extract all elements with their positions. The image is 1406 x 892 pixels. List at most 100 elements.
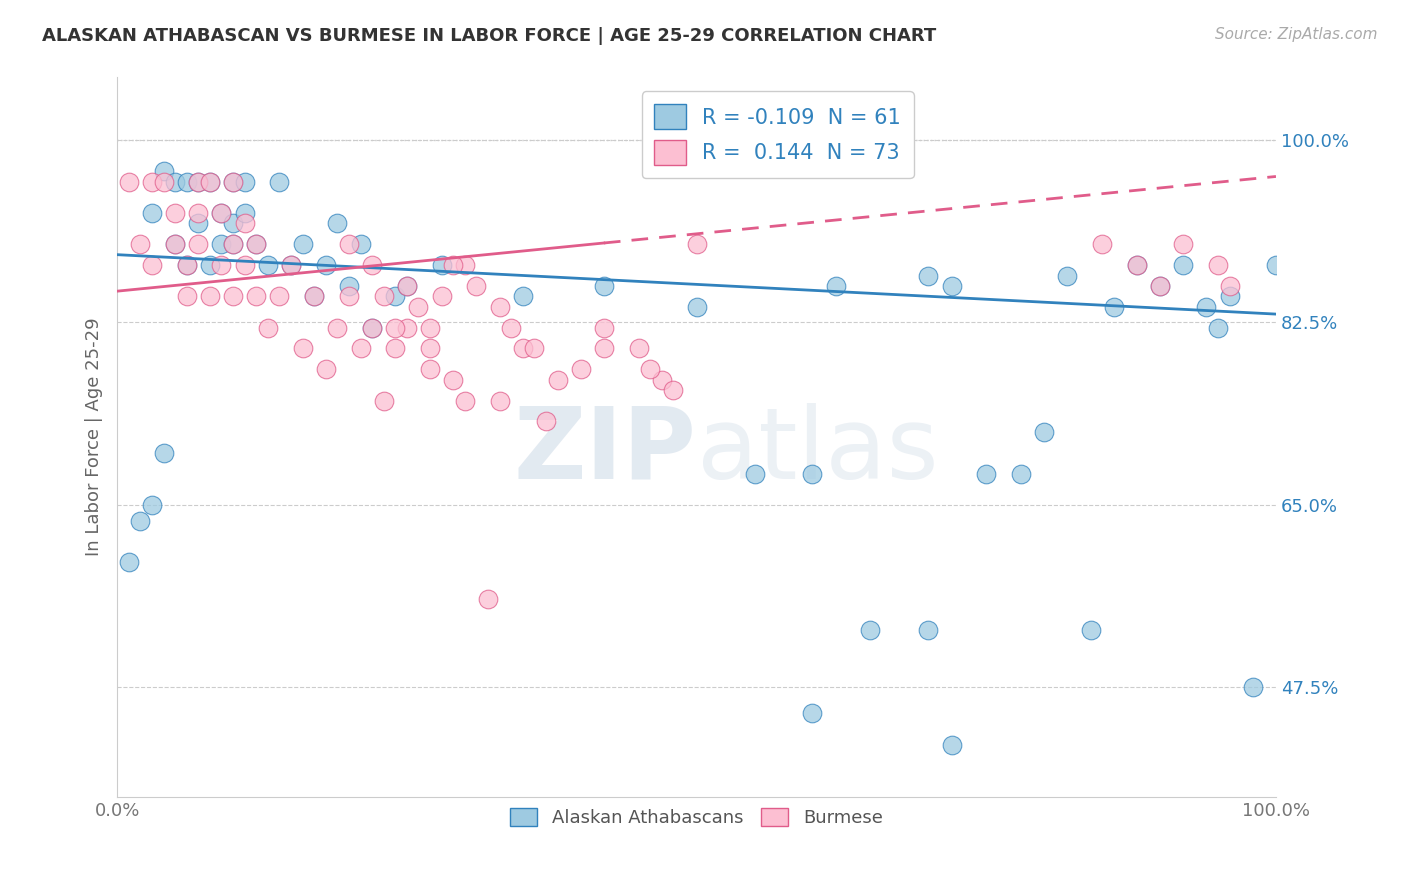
Point — [1033, 425, 1056, 439]
Point — [291, 342, 314, 356]
Point — [1126, 258, 1149, 272]
Point — [1219, 289, 1241, 303]
Point — [291, 237, 314, 252]
Point — [373, 393, 395, 408]
Point — [430, 258, 453, 272]
Point — [651, 373, 673, 387]
Point — [512, 289, 534, 303]
Point — [211, 237, 233, 252]
Point — [315, 258, 337, 272]
Point — [141, 175, 163, 189]
Point — [280, 258, 302, 272]
Point — [141, 206, 163, 220]
Point — [269, 175, 291, 189]
Point — [488, 300, 510, 314]
Point — [512, 342, 534, 356]
Text: ALASKAN ATHABASCAN VS BURMESE IN LABOR FORCE | AGE 25-29 CORRELATION CHART: ALASKAN ATHABASCAN VS BURMESE IN LABOR F… — [42, 27, 936, 45]
Point — [419, 342, 441, 356]
Point — [165, 237, 187, 252]
Point — [592, 320, 614, 334]
Point — [187, 175, 209, 189]
Point — [501, 320, 523, 334]
Point — [917, 268, 939, 283]
Point — [917, 623, 939, 637]
Point — [801, 467, 824, 481]
Point — [129, 514, 152, 528]
Point — [373, 289, 395, 303]
Point — [165, 206, 187, 220]
Point — [187, 206, 209, 220]
Point — [569, 362, 592, 376]
Point — [1206, 258, 1229, 272]
Point — [941, 738, 963, 752]
Point — [1149, 279, 1171, 293]
Point — [165, 237, 187, 252]
Point — [685, 237, 707, 252]
Y-axis label: In Labor Force | Age 25-29: In Labor Force | Age 25-29 — [86, 318, 103, 557]
Point — [384, 342, 406, 356]
Point — [454, 393, 477, 408]
Point — [638, 362, 661, 376]
Point — [211, 206, 233, 220]
Point — [824, 279, 846, 293]
Point — [592, 342, 614, 356]
Point — [176, 258, 198, 272]
Point — [662, 383, 685, 397]
Point — [454, 258, 477, 272]
Point — [141, 258, 163, 272]
Point — [245, 289, 267, 303]
Point — [245, 237, 267, 252]
Point — [256, 258, 278, 272]
Point — [187, 175, 209, 189]
Point — [302, 289, 325, 303]
Point — [118, 555, 141, 569]
Point — [141, 498, 163, 512]
Point — [269, 289, 291, 303]
Point — [176, 258, 198, 272]
Point — [1056, 268, 1078, 283]
Point — [1080, 623, 1102, 637]
Point — [176, 289, 198, 303]
Point — [129, 237, 152, 252]
Point — [395, 279, 418, 293]
Point — [1149, 279, 1171, 293]
Point — [118, 175, 141, 189]
Point — [859, 623, 882, 637]
Point — [233, 206, 256, 220]
Point — [337, 279, 360, 293]
Point — [534, 415, 557, 429]
Point — [395, 279, 418, 293]
Point — [222, 175, 245, 189]
Point — [245, 237, 267, 252]
Point — [176, 175, 198, 189]
Point — [523, 342, 546, 356]
Point — [941, 279, 963, 293]
Point — [384, 289, 406, 303]
Point — [627, 342, 650, 356]
Point — [395, 320, 418, 334]
Point — [211, 206, 233, 220]
Point — [361, 320, 384, 334]
Point — [685, 300, 707, 314]
Point — [198, 175, 221, 189]
Point — [408, 300, 430, 314]
Point — [222, 237, 245, 252]
Point — [361, 320, 384, 334]
Point — [280, 258, 302, 272]
Point — [326, 216, 349, 230]
Point — [974, 467, 997, 481]
Point — [222, 216, 245, 230]
Point — [441, 258, 464, 272]
Point — [419, 320, 441, 334]
Point — [744, 467, 766, 481]
Point — [315, 362, 337, 376]
Point — [1241, 681, 1264, 695]
Point — [1102, 300, 1125, 314]
Point — [337, 289, 360, 303]
Point — [592, 279, 614, 293]
Point — [1010, 467, 1032, 481]
Point — [1173, 237, 1195, 252]
Point — [1219, 279, 1241, 293]
Point — [419, 362, 441, 376]
Point — [165, 175, 187, 189]
